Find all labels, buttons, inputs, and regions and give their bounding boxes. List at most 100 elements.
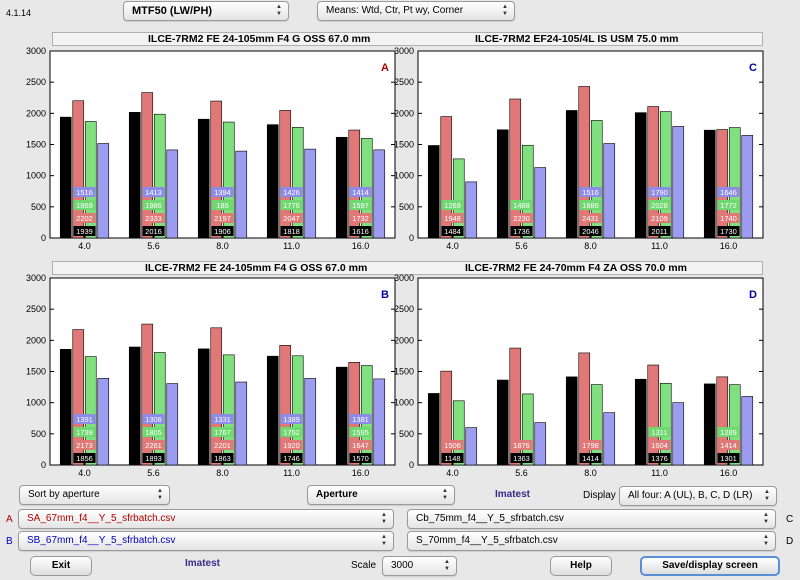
- data-label: 1595: [352, 428, 369, 437]
- sort-select[interactable]: Sort by aperture ▲ ▼: [19, 485, 170, 505]
- y-tick-label: 1500: [394, 140, 414, 150]
- bar: [634, 112, 647, 239]
- means-select[interactable]: Means: Wtd, Ctr, Pt wy, Corner ▲ ▼: [317, 1, 515, 21]
- data-label: 2261: [145, 441, 162, 450]
- x-tick-label: 11.0: [651, 468, 668, 478]
- scale-select[interactable]: 3000 ▲ ▼: [382, 556, 457, 576]
- bar: [153, 113, 166, 239]
- bar: [235, 150, 248, 239]
- bar: [440, 370, 453, 466]
- data-label-box: [579, 453, 602, 463]
- bar: [647, 106, 660, 239]
- x-tick-label: 11.0: [651, 241, 668, 251]
- data-label-box: [280, 440, 303, 450]
- data-label-box: [441, 213, 464, 223]
- data-label-box: [349, 440, 372, 450]
- help-button[interactable]: Help: [550, 556, 612, 576]
- data-label: 1414: [352, 188, 369, 197]
- data-label-box: [510, 453, 533, 463]
- x-tick-label: 16.0: [720, 241, 738, 251]
- bar: [603, 412, 616, 466]
- data-label: 1484: [444, 227, 461, 236]
- file-d-select-value: S_70mm_f4__Y_5_sfrbatch.csv: [416, 535, 558, 546]
- data-label: 1740: [720, 214, 737, 223]
- data-label-box: [211, 440, 234, 450]
- data-label-box: [579, 200, 602, 210]
- data-label: 1920: [283, 441, 300, 450]
- bar: [590, 384, 603, 466]
- bar: [440, 116, 453, 239]
- y-tick-label: 1000: [394, 171, 414, 181]
- bar: [672, 402, 685, 466]
- data-label: 1736: [513, 227, 530, 236]
- display-select[interactable]: All four: A (UL), B, C, D (LR) ▲ ▼: [619, 486, 777, 506]
- data-label-box: [73, 200, 96, 210]
- data-label: 2011: [651, 227, 667, 236]
- scale-label: Scale: [351, 560, 377, 571]
- bar: [565, 110, 578, 239]
- chart-a: 0 500 1000 1500 2000 2500 3000 4.0 1939 2202 1869 1…: [26, 46, 396, 251]
- bar: [647, 364, 660, 466]
- data-label-box: [211, 414, 234, 424]
- data-label-box: [280, 226, 303, 236]
- y-tick-label: 0: [41, 233, 46, 243]
- file-d-select[interactable]: S_70mm_f4__Y_5_sfrbatch.csv ▲ ▼: [407, 531, 776, 551]
- bar: [659, 111, 672, 239]
- save-display-button[interactable]: Save/display screen: [640, 556, 780, 576]
- y-tick-label: 500: [31, 429, 46, 439]
- y-tick-label: 0: [41, 460, 46, 470]
- updown-arrows-icon: ▲ ▼: [444, 559, 450, 572]
- data-label: 1906: [214, 227, 231, 236]
- imatest-footer-label: Imatest: [185, 558, 221, 569]
- group-select[interactable]: Aperture ▲ ▼: [307, 485, 455, 505]
- bar: [335, 136, 348, 239]
- y-tick-label: 3000: [26, 273, 46, 283]
- data-label: 1363: [513, 454, 530, 463]
- data-label: 1616: [352, 227, 369, 236]
- bar: [128, 346, 141, 466]
- metric-select[interactable]: MTF50 (LW/PH) ▲ ▼: [123, 1, 289, 21]
- data-label-box: [73, 453, 96, 463]
- chart-b: 0 500 1000 1500 2000 2500 3000 4.0 1856 2173 1739 1…: [26, 273, 396, 478]
- updown-arrows-icon: ▲ ▼: [502, 4, 508, 17]
- panel-letter: A: [381, 62, 389, 74]
- x-tick-label: 11.0: [283, 468, 300, 478]
- file-a-select[interactable]: SA_67mm_f4__Y_5_sfrbatch.csv ▲ ▼: [18, 509, 394, 529]
- version-label: 4.1.14: [6, 8, 32, 18]
- title-bar-bottom: ILCE-7RM2 FE 24-105mm F4 G OSS 67.0 mm I…: [52, 261, 763, 275]
- y-tick-label: 0: [409, 233, 414, 243]
- file-c-select[interactable]: Cb_75mm_f4__Y_5_sfrbatch.csv ▲ ▼: [407, 509, 776, 529]
- y-tick-label: 1000: [26, 171, 46, 181]
- data-label-box: [510, 440, 533, 450]
- data-label: 1394: [214, 188, 231, 197]
- bar: [373, 378, 386, 466]
- metric-select-value: MTF50 (LW/PH): [132, 5, 213, 17]
- file-b-select[interactable]: SB_67mm_f4__Y_5_sfrbatch.csv ▲ ▼: [18, 531, 394, 551]
- data-label-box: [441, 453, 464, 463]
- sort-select-value: Sort by aperture: [28, 489, 100, 500]
- y-tick-label: 500: [399, 429, 414, 439]
- bar: [348, 129, 361, 239]
- data-label-box: [349, 226, 372, 236]
- bar: [741, 396, 754, 466]
- exit-button[interactable]: Exit: [30, 556, 92, 576]
- bar: [521, 393, 534, 466]
- data-label: 1148: [444, 454, 460, 463]
- data-label-box: [579, 213, 602, 223]
- bar: [210, 327, 223, 466]
- x-tick-label: 5.6: [147, 468, 160, 478]
- bar: [634, 378, 647, 466]
- data-label: 2230: [513, 214, 530, 223]
- data-label-box: [349, 213, 372, 223]
- bar: [166, 149, 179, 239]
- bar: [496, 379, 509, 466]
- bar: [465, 427, 478, 466]
- bar: [266, 355, 279, 466]
- data-label: 1597: [352, 201, 369, 210]
- bar: [373, 149, 386, 239]
- data-label: 1289: [720, 428, 737, 437]
- file-d-letter: D: [786, 536, 794, 547]
- data-label: 1776: [283, 201, 300, 210]
- bar: [427, 393, 440, 466]
- y-tick-label: 1500: [394, 367, 414, 377]
